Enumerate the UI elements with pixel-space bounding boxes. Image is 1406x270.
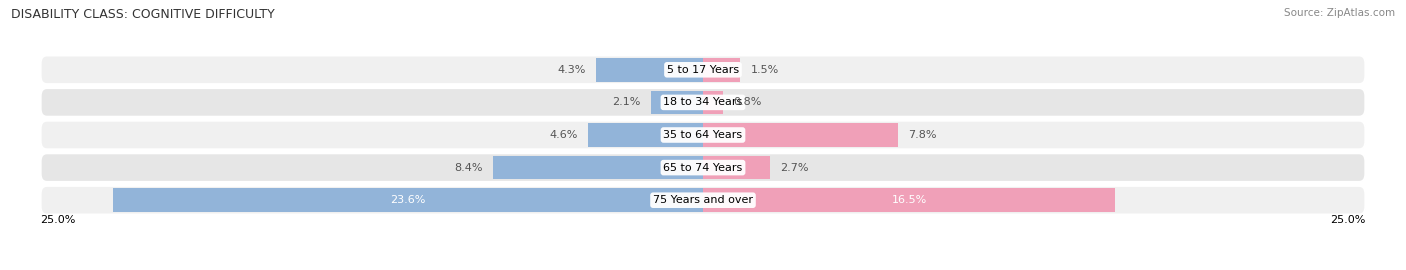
FancyBboxPatch shape	[41, 55, 1365, 84]
Text: 35 to 64 Years: 35 to 64 Years	[664, 130, 742, 140]
Bar	[651, 91, 703, 114]
Bar	[112, 188, 703, 212]
Text: 23.6%: 23.6%	[391, 195, 426, 205]
FancyBboxPatch shape	[41, 88, 1365, 117]
FancyBboxPatch shape	[41, 153, 1365, 182]
Text: 18 to 34 Years: 18 to 34 Years	[664, 97, 742, 107]
Bar	[703, 91, 723, 114]
Text: DISABILITY CLASS: COGNITIVE DIFFICULTY: DISABILITY CLASS: COGNITIVE DIFFICULTY	[11, 8, 276, 21]
Text: 0.8%: 0.8%	[733, 97, 762, 107]
Bar	[703, 123, 898, 147]
Text: 7.8%: 7.8%	[908, 130, 936, 140]
Bar	[703, 156, 770, 179]
Bar	[703, 188, 1115, 212]
Text: 65 to 74 Years: 65 to 74 Years	[664, 163, 742, 173]
Text: 2.1%: 2.1%	[612, 97, 641, 107]
Text: 16.5%: 16.5%	[891, 195, 927, 205]
Text: 2.7%: 2.7%	[780, 163, 808, 173]
Text: 25.0%: 25.0%	[41, 215, 76, 225]
Text: 4.3%: 4.3%	[557, 65, 585, 75]
Bar	[703, 58, 741, 82]
Bar	[596, 58, 703, 82]
Bar	[588, 123, 703, 147]
Bar	[494, 156, 703, 179]
FancyBboxPatch shape	[41, 186, 1365, 215]
Text: 1.5%: 1.5%	[751, 65, 779, 75]
Text: 8.4%: 8.4%	[454, 163, 484, 173]
Text: 25.0%: 25.0%	[1330, 215, 1365, 225]
Text: 5 to 17 Years: 5 to 17 Years	[666, 65, 740, 75]
Text: 75 Years and over: 75 Years and over	[652, 195, 754, 205]
Text: 4.6%: 4.6%	[550, 130, 578, 140]
FancyBboxPatch shape	[41, 121, 1365, 149]
Text: Source: ZipAtlas.com: Source: ZipAtlas.com	[1284, 8, 1395, 18]
